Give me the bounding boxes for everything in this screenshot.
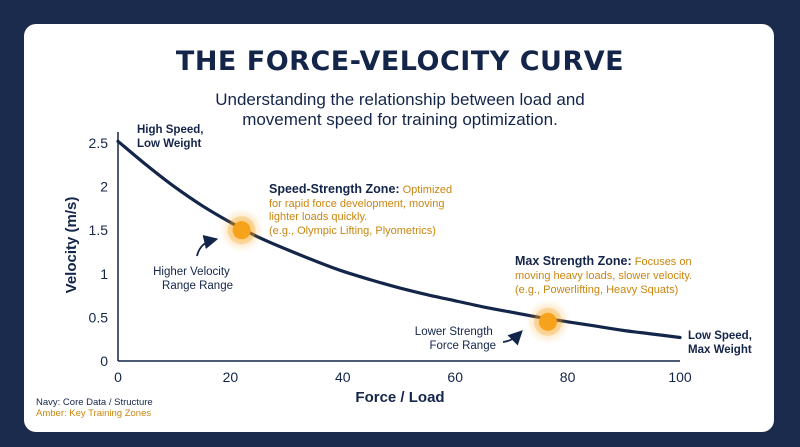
y-tick-label: 0.5 xyxy=(89,309,109,325)
force-velocity-curve xyxy=(116,139,682,340)
subtitle-line-1: Understanding the relationship between l… xyxy=(215,90,585,109)
annotation-speed-strength-zone: Speed-Strength Zone: Optimized for rapid… xyxy=(269,182,455,237)
chart-card xyxy=(24,24,774,432)
x-axis-label: Force / Load xyxy=(355,389,444,406)
y-tick-label: 1.5 xyxy=(89,222,109,238)
annotation-higher-velocity: Higher Velocity Range Range xyxy=(153,266,233,292)
x-tick-label: 100 xyxy=(668,369,692,385)
x-tick-label: 80 xyxy=(560,369,576,385)
chart-title: THE FORCE-VELOCITY CURVE xyxy=(175,46,625,77)
x-tick-label: 60 xyxy=(447,369,463,385)
y-tick-label: 2 xyxy=(100,179,108,195)
x-tick-label: 40 xyxy=(335,369,351,385)
legend-navy: Navy: Core Data / Structure xyxy=(36,397,153,408)
highlight-point xyxy=(232,221,251,240)
annotation-low-speed: Low Speed, Max Weight xyxy=(688,330,755,356)
x-tick-label: 20 xyxy=(223,369,239,385)
annotation-max-strength-zone: Max Strength Zone: Focuses on moving hea… xyxy=(515,254,695,296)
x-tick-label: 0 xyxy=(114,369,122,385)
legend-amber: Amber: Key Training Zones xyxy=(36,408,152,419)
subtitle-line-2: movement speed for training optimization… xyxy=(242,110,558,129)
y-tick-label: 1 xyxy=(100,266,108,282)
annotation-lower-strength: Lower Strength Force Range xyxy=(415,326,496,352)
y-tick-label: 0 xyxy=(100,353,108,369)
highlight-point xyxy=(538,312,557,331)
arrow-higher-velocity xyxy=(196,235,219,257)
y-tick-label: 2.5 xyxy=(89,135,109,151)
annotation-high-speed: High Speed, Low Weight xyxy=(137,124,207,150)
chart-subtitle: Understanding the relationship between l… xyxy=(0,90,800,130)
y-axis-label: Velocity (m/s) xyxy=(63,197,80,294)
arrow-lower-strength xyxy=(502,330,523,346)
